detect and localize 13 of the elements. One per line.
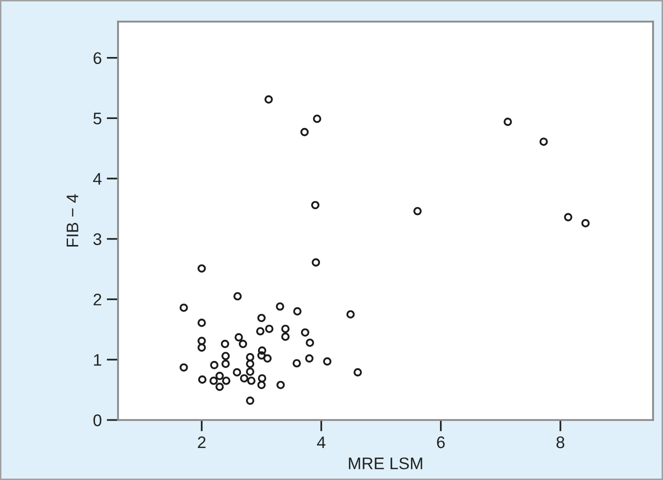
- x-tick-label: 2: [198, 436, 206, 448]
- x-tick-label: 6: [437, 436, 445, 448]
- y-tick-label: 2: [94, 294, 102, 306]
- y-tick-label: 1: [94, 354, 102, 366]
- y-tick-label: 6: [94, 52, 102, 64]
- y-axis-title: FIB − 4: [66, 194, 78, 247]
- x-axis-title: MRE LSM: [348, 458, 422, 470]
- y-tick-label: 3: [93, 233, 102, 246]
- y-tick-label: 4: [93, 173, 102, 185]
- y-tick-label: 5: [93, 112, 102, 124]
- x-tick-label: 4: [317, 436, 326, 448]
- x-tick-label: 8: [556, 436, 564, 448]
- y-tick-label: 0: [93, 414, 102, 426]
